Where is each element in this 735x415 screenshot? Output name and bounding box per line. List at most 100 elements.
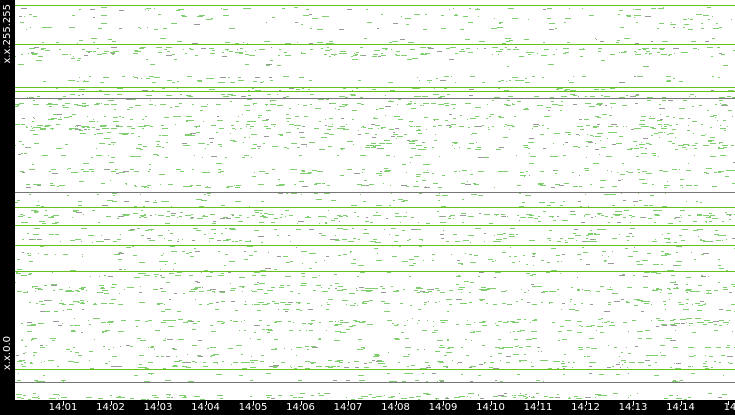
data-point xyxy=(457,260,460,261)
data-point xyxy=(559,185,564,186)
data-point xyxy=(236,345,242,346)
data-point xyxy=(334,340,340,341)
data-point xyxy=(109,303,114,304)
data-point xyxy=(635,9,641,10)
data-point xyxy=(705,303,706,304)
data-point xyxy=(675,281,676,282)
data-point xyxy=(325,125,327,126)
data-point xyxy=(461,264,463,265)
data-point xyxy=(688,366,691,367)
data-point xyxy=(631,217,632,218)
data-point xyxy=(573,104,577,105)
data-point xyxy=(596,104,602,105)
data-point xyxy=(577,290,580,291)
data-point xyxy=(659,108,665,109)
data-point xyxy=(18,373,19,374)
data-point xyxy=(532,286,537,287)
data-point xyxy=(335,321,336,322)
data-point xyxy=(594,233,596,234)
data-point xyxy=(686,318,692,319)
data-point xyxy=(183,186,188,187)
data-point xyxy=(585,214,590,215)
data-point xyxy=(733,50,735,51)
data-point xyxy=(37,185,41,186)
data-point xyxy=(18,216,23,217)
data-point xyxy=(531,331,537,332)
data-point xyxy=(636,261,640,262)
data-point xyxy=(207,186,208,187)
data-point xyxy=(602,255,603,256)
data-point xyxy=(478,375,481,376)
data-point xyxy=(698,236,699,237)
data-point xyxy=(496,241,501,242)
data-point xyxy=(254,332,256,333)
data-point xyxy=(279,49,281,50)
data-point xyxy=(81,241,82,242)
data-point xyxy=(595,127,597,128)
data-point xyxy=(479,289,485,290)
data-point xyxy=(714,330,718,331)
data-point xyxy=(728,362,729,363)
data-point xyxy=(553,54,555,55)
data-point xyxy=(267,332,270,333)
data-point xyxy=(97,194,99,195)
data-point xyxy=(588,142,593,143)
data-point xyxy=(645,16,651,17)
data-point xyxy=(53,215,59,216)
data-point xyxy=(217,395,223,396)
data-point xyxy=(18,64,24,65)
data-point xyxy=(519,206,524,207)
data-point xyxy=(32,128,33,129)
data-point xyxy=(611,217,613,218)
data-point xyxy=(198,81,202,82)
data-point xyxy=(411,148,416,149)
data-point xyxy=(612,366,614,367)
data-point xyxy=(319,275,320,276)
data-point xyxy=(661,126,662,127)
data-point xyxy=(328,299,333,300)
data-point xyxy=(582,241,587,242)
data-point xyxy=(368,288,374,289)
data-point xyxy=(134,206,137,207)
data-point xyxy=(718,259,720,260)
data-point xyxy=(390,90,395,91)
data-point xyxy=(598,51,601,52)
data-point xyxy=(723,120,726,121)
data-point xyxy=(409,239,411,240)
data-point xyxy=(532,128,533,129)
data-point xyxy=(82,94,84,95)
data-point xyxy=(411,217,413,218)
data-point xyxy=(40,301,43,302)
data-point xyxy=(122,320,126,321)
data-point xyxy=(232,128,235,129)
data-point xyxy=(381,53,383,54)
data-point xyxy=(377,148,381,149)
data-point xyxy=(525,78,527,79)
data-point xyxy=(284,52,287,53)
data-point xyxy=(251,356,252,357)
data-point xyxy=(252,215,255,216)
data-point xyxy=(315,183,321,184)
data-point xyxy=(540,185,546,186)
data-point xyxy=(458,362,462,363)
data-point xyxy=(622,274,625,275)
data-point xyxy=(423,172,428,173)
data-point xyxy=(381,301,385,302)
data-point xyxy=(707,110,709,111)
data-point xyxy=(314,346,316,347)
data-point xyxy=(592,241,597,242)
data-point xyxy=(326,217,327,218)
data-point xyxy=(33,352,37,353)
data-point xyxy=(512,395,513,396)
data-point xyxy=(84,129,87,130)
data-point xyxy=(73,210,79,211)
data-point xyxy=(407,373,413,374)
data-point xyxy=(337,360,343,361)
data-point xyxy=(718,77,720,78)
data-point xyxy=(216,132,218,133)
data-point xyxy=(351,56,353,57)
data-point xyxy=(568,398,571,399)
data-point xyxy=(60,241,61,242)
data-point xyxy=(70,270,76,271)
data-point xyxy=(210,289,216,290)
